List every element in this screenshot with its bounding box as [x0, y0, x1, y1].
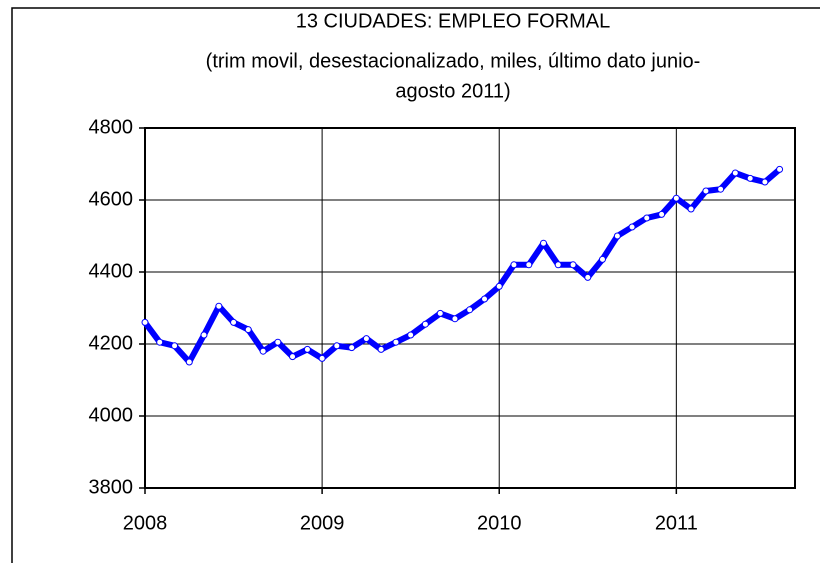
data-point: [613, 232, 621, 240]
data-point: [451, 315, 459, 323]
data-point: [525, 261, 533, 269]
data-point: [569, 261, 577, 269]
data-point: [185, 358, 193, 366]
y-tick-label: 4200: [89, 332, 134, 354]
data-point: [303, 345, 311, 353]
data-point: [540, 239, 548, 247]
data-point: [687, 205, 695, 213]
data-point: [761, 178, 769, 186]
data-point: [333, 342, 341, 350]
data-point: [436, 309, 444, 317]
data-point: [495, 282, 503, 290]
y-tick-label: 4800: [89, 116, 134, 138]
x-tick-label: 2011: [655, 512, 698, 534]
data-point: [156, 338, 164, 346]
data-point: [407, 331, 415, 339]
x-tick-label: 2008: [123, 512, 168, 534]
y-tick-label: 3800: [89, 476, 134, 498]
data-point: [244, 326, 252, 334]
data-point: [348, 344, 356, 352]
data-point: [554, 261, 562, 269]
y-tick-label: 4400: [89, 260, 134, 282]
frame: [11, 7, 820, 563]
data-point: [362, 335, 370, 343]
data-point: [200, 331, 208, 339]
data-point: [628, 223, 636, 231]
chart-subtitle: agosto 2011): [395, 80, 510, 102]
data-point: [421, 320, 429, 328]
data-point: [289, 353, 297, 361]
chart-title: 13 CIUDADES: EMPLEO FORMAL: [296, 10, 611, 32]
data-point: [318, 354, 326, 362]
data-point: [481, 295, 489, 303]
data-point: [392, 338, 400, 346]
data-point: [510, 261, 518, 269]
data-point: [746, 174, 754, 182]
x-tick-label: 2010: [477, 512, 522, 534]
data-point: [672, 194, 680, 202]
data-point: [702, 187, 710, 195]
data-point: [731, 169, 739, 177]
data-point: [658, 210, 666, 218]
data-point: [274, 338, 282, 346]
data-line: [142, 167, 782, 365]
data-point: [466, 306, 474, 314]
data-point: [259, 347, 267, 355]
y-tick-label: 4600: [89, 188, 134, 210]
data-point: [584, 273, 592, 281]
data-point: [377, 345, 385, 353]
x-tick-label: 2009: [300, 512, 345, 534]
data-point: [643, 214, 651, 222]
data-point: [598, 255, 606, 263]
data-point: [776, 165, 784, 173]
data-point: [230, 318, 238, 326]
data-point: [717, 185, 725, 193]
data-point: [215, 302, 223, 310]
y-tick-label: 4000: [89, 404, 134, 426]
plot-area: [144, 127, 796, 489]
data-point: [141, 318, 149, 326]
chart-subtitle: (trim movil, desestacionalizado, miles, …: [206, 50, 701, 72]
data-point: [171, 342, 179, 350]
